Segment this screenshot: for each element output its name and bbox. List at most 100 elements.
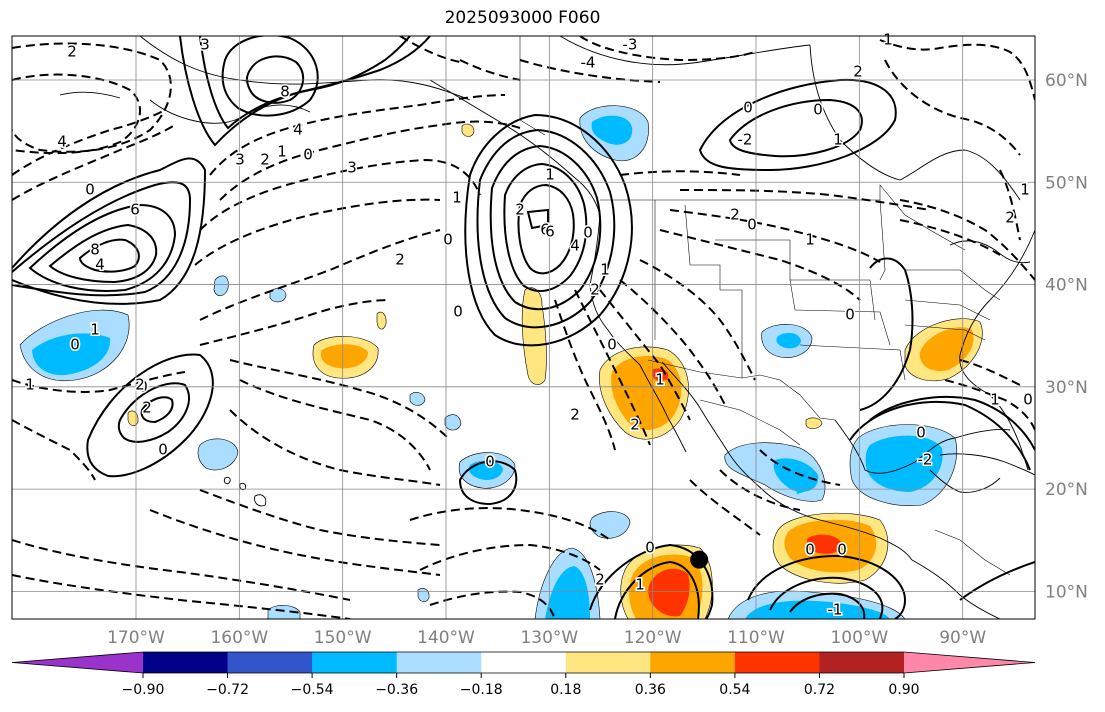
- coastline-hawaii-1: [223, 476, 231, 485]
- contour-line: [747, 554, 907, 619]
- colorbar-extend-low: [12, 652, 143, 673]
- contour-label: 0: [845, 306, 855, 324]
- contour-label: 0: [485, 453, 495, 471]
- colorbar-segment: [481, 652, 567, 673]
- latitude-label: 50°N: [1045, 173, 1088, 193]
- contour-line: [209, 94, 506, 176]
- anomaly-patch: [745, 600, 890, 619]
- contour-line: [503, 162, 588, 293]
- contour-line: [219, 120, 521, 201]
- negative-contours: [12, 36, 1035, 619]
- contour-label: 1: [635, 576, 645, 594]
- coastline-west-coast: [589, 214, 641, 366]
- longitude-label: 100°W: [830, 628, 888, 648]
- coastline-aleutians: [59, 91, 121, 99]
- contour-label: 1: [833, 131, 843, 149]
- contour-label: 2: [260, 151, 270, 169]
- contour-line: [12, 574, 351, 619]
- contour-line: [619, 170, 741, 176]
- contour-line: [12, 109, 166, 176]
- storm-center-marker: [690, 550, 709, 569]
- contour-label: 0: [743, 99, 753, 117]
- colorbar-segment: [565, 652, 651, 673]
- anomaly-patch: [444, 414, 462, 431]
- coastline-mexico-pacific: [729, 454, 913, 561]
- contour-label: -2: [738, 131, 753, 149]
- latitude-label: 10°N: [1045, 582, 1088, 602]
- anomaly-patch: [197, 438, 239, 471]
- border-state-5: [794, 309, 891, 346]
- contour-label: 2: [630, 416, 640, 434]
- contour-label: 0: [813, 101, 823, 119]
- contour-label: 2: [395, 251, 405, 269]
- contour-line: [526, 208, 549, 230]
- contour-label: 2: [135, 376, 145, 394]
- contour-line: [429, 590, 556, 619]
- anomaly-patch: [320, 344, 368, 369]
- contour-label: 0: [916, 424, 926, 442]
- colorbar-tick-label: −0.18: [460, 682, 503, 698]
- contour-label: 0: [138, 378, 148, 396]
- contour-line: [12, 181, 192, 297]
- longitude-label: 140°W: [417, 628, 475, 648]
- contour-line: [86, 353, 214, 478]
- contour-line: [579, 36, 756, 62]
- border-state-2: [684, 204, 743, 378]
- contour-line: [879, 39, 1035, 101]
- longitude-label: 130°W: [520, 628, 578, 648]
- contour-line: [959, 359, 1021, 386]
- contour-label: 3: [235, 151, 245, 169]
- coastline-east-coast: [959, 229, 1035, 393]
- contour-line: [519, 59, 661, 83]
- contour-line: [789, 592, 866, 619]
- longitude-label: 160°W: [210, 628, 268, 648]
- coastline-yucatan: [929, 469, 1001, 493]
- latitude-labels: 10°N 20°N 30°N 40°N 50°N 60°N: [1045, 71, 1088, 602]
- contour-label: 2: [730, 206, 740, 224]
- contour-label: 1: [545, 166, 555, 184]
- contour-label: 4: [57, 133, 67, 151]
- contour-line: [614, 560, 700, 619]
- border-state-8: [905, 269, 1001, 301]
- contour-line: [117, 382, 190, 443]
- latitude-label: 30°N: [1045, 378, 1088, 398]
- coastline-gulf-california: [661, 361, 731, 456]
- longitude-label: 110°W: [727, 628, 785, 648]
- contour-line: [221, 36, 319, 117]
- colorbar-segment: [143, 652, 229, 673]
- anomaly-patch: [213, 275, 229, 297]
- coastline-baja: [639, 364, 687, 453]
- contour-label: 4: [293, 121, 303, 139]
- contour-label: 0: [70, 336, 80, 354]
- contour-label: 2: [853, 63, 863, 81]
- anomaly-patch: [521, 287, 547, 385]
- border-state-3: [715, 239, 796, 311]
- contour-label: 4: [95, 256, 105, 274]
- contour-line: [12, 157, 207, 305]
- contour-label: 8: [90, 241, 100, 259]
- colorbar-tick-label: −0.72: [206, 682, 249, 698]
- colorbar-tick-label: 0.90: [888, 682, 919, 698]
- contour-label: 0: [805, 541, 815, 559]
- colorbar-segment: [819, 652, 905, 673]
- contour-line: [149, 509, 441, 576]
- contour-label: 3: [200, 36, 210, 54]
- colorbar-segment: [734, 652, 820, 673]
- colorbar-tick-label: 0.18: [550, 682, 581, 698]
- coastline-hudson: [809, 44, 1021, 201]
- colorbar-tick-label: 0.36: [635, 682, 666, 698]
- longitude-label: 90°W: [939, 628, 986, 648]
- anomaly-patch: [267, 605, 301, 619]
- contour-label: 0: [583, 224, 593, 242]
- contour-label: 0: [158, 441, 168, 459]
- contour-label: 1: [883, 31, 893, 49]
- colorbar-tick-label: −0.36: [375, 682, 418, 698]
- contour-label: 2: [67, 43, 77, 61]
- coastline-alaska-north: [139, 36, 471, 101]
- contour-label: 0: [747, 216, 757, 234]
- contour-line: [669, 209, 881, 263]
- colorbar-segment: [396, 652, 482, 673]
- contour-line: [140, 396, 174, 424]
